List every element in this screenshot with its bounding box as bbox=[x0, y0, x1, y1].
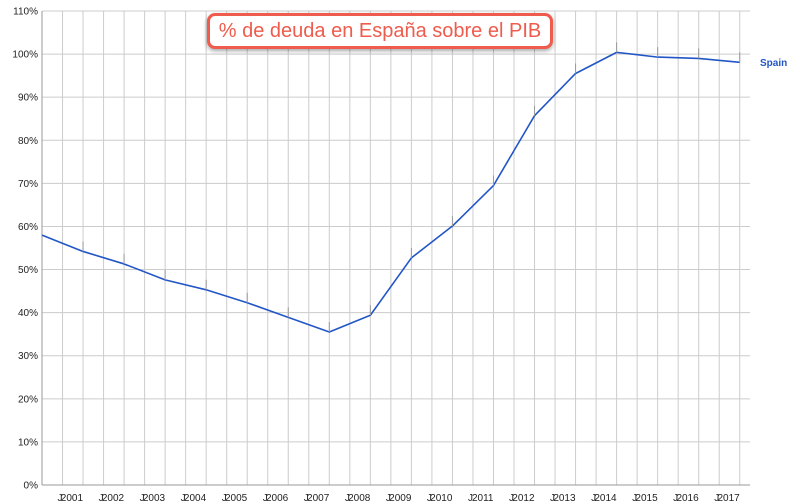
x-tick-label: J bbox=[181, 493, 186, 504]
y-tick-label: 50% bbox=[18, 265, 38, 276]
x-tick-label: J bbox=[632, 493, 637, 504]
x-tick-label: 2001 bbox=[61, 493, 84, 504]
x-tick-label: 2017 bbox=[717, 493, 740, 504]
y-tick-label: 30% bbox=[18, 351, 38, 362]
series-line-spain bbox=[41, 51, 740, 333]
x-tick-label: 2010 bbox=[430, 493, 453, 504]
x-tick-label: J bbox=[591, 493, 596, 504]
axes bbox=[41, 11, 750, 486]
x-tick-label: 2004 bbox=[184, 493, 207, 504]
x-tick-label: J bbox=[468, 493, 473, 504]
x-tick-label: J bbox=[263, 493, 268, 504]
chart-title: % de deuda en España sobre el PIB bbox=[218, 19, 542, 42]
x-tick-label: 2007 bbox=[307, 493, 330, 504]
y-tick-label: 90% bbox=[18, 93, 38, 104]
x-tick-label: 2009 bbox=[389, 493, 412, 504]
x-tick-label: 2013 bbox=[553, 493, 576, 504]
x-tick-label: 2005 bbox=[225, 493, 248, 504]
x-tick-label: 2016 bbox=[676, 493, 699, 504]
y-tick-label: 40% bbox=[18, 308, 38, 319]
x-tick-label: 2011 bbox=[472, 493, 494, 504]
x-tick-label: 2015 bbox=[635, 493, 658, 504]
x-tick-label: J bbox=[550, 493, 555, 504]
series-label-spain: Spain bbox=[760, 58, 787, 69]
x-tick-label: J bbox=[99, 493, 104, 504]
x-tick-label: 2002 bbox=[102, 493, 125, 504]
x-tick-label: J bbox=[673, 493, 678, 504]
y-tick-label: 0% bbox=[24, 481, 39, 492]
y-tick-label: 80% bbox=[18, 136, 38, 147]
y-axis-ticks: 0% 10% 20% 30% 40% 50% 60% 70% 80% 90% 100% 110% bbox=[12, 7, 38, 492]
x-tick-label: J bbox=[58, 493, 63, 504]
x-tick-label: 2012 bbox=[512, 493, 535, 504]
x-tick-label: J bbox=[427, 493, 432, 504]
x-tick-label: J bbox=[386, 493, 391, 504]
y-tick-label: 70% bbox=[18, 179, 38, 190]
x-tick-label: 2008 bbox=[348, 493, 371, 504]
x-tick-label: J bbox=[509, 493, 514, 504]
x-tick-label: 2014 bbox=[594, 493, 617, 504]
chart-title-box: % de deuda en España sobre el PIB bbox=[207, 13, 553, 49]
x-tick-label: J bbox=[304, 493, 309, 504]
series-lines bbox=[41, 42, 741, 333]
y-tick-label: 100% bbox=[12, 50, 38, 61]
x-tick-label: J bbox=[714, 493, 719, 504]
x-tick-label: J bbox=[345, 493, 350, 504]
y-tick-label: 20% bbox=[18, 394, 38, 405]
x-tick-label: J bbox=[222, 493, 227, 504]
y-tick-label: 60% bbox=[18, 222, 38, 233]
x-tick-label: 2006 bbox=[266, 493, 289, 504]
grid bbox=[42, 10, 750, 486]
x-tick-label: 2003 bbox=[143, 493, 166, 504]
y-tick-label: 10% bbox=[18, 437, 38, 448]
y-tick-label: 110% bbox=[13, 7, 38, 18]
x-tick-label: J bbox=[140, 493, 145, 504]
